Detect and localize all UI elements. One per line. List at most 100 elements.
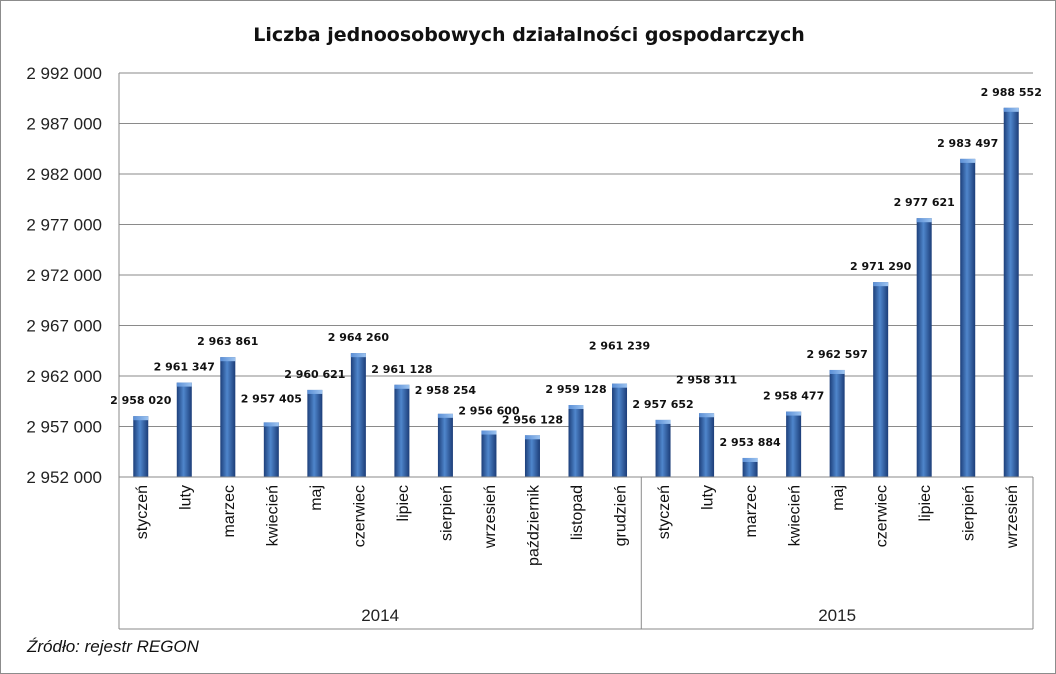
bar-cap xyxy=(829,369,845,374)
y-tick-label: 2 977 000 xyxy=(26,216,102,235)
x-tick-label: sierpień xyxy=(438,485,455,541)
data-label: 2 961 239 xyxy=(589,340,650,353)
bar-cap xyxy=(655,419,671,424)
bar xyxy=(960,158,976,477)
data-label: 2 958 477 xyxy=(763,390,824,403)
bar-cap xyxy=(176,382,192,387)
bar xyxy=(1003,107,1019,477)
bar-cap xyxy=(568,405,584,410)
bar-cap xyxy=(220,357,236,362)
x-axis-tick-labels: styczeń luty marzec kwiecień maj czerwiec lipi… xyxy=(134,484,1021,566)
x-tick-label: luty xyxy=(177,485,194,510)
bar-cap xyxy=(699,413,715,418)
bar xyxy=(699,413,715,477)
data-label: 2 983 497 xyxy=(937,137,998,150)
x-tick-label: listopad xyxy=(569,485,586,540)
year-label: 2014 xyxy=(361,606,399,625)
x-tick-label: marzec xyxy=(743,485,760,537)
y-tick-label: 2 967 000 xyxy=(26,317,102,336)
data-label: 2 956 600 xyxy=(458,405,520,418)
bar xyxy=(350,353,366,477)
bar-cap xyxy=(394,384,410,389)
gridlines xyxy=(118,72,1033,629)
bar xyxy=(655,419,671,477)
bar-cap xyxy=(960,158,976,163)
bar xyxy=(786,411,802,477)
y-tick-label: 2 962 000 xyxy=(26,367,102,386)
bar xyxy=(873,282,889,477)
bar xyxy=(829,369,845,477)
bar xyxy=(568,405,584,477)
x-tick-label: kwiecień xyxy=(264,485,281,546)
x-tick-label: lipiec xyxy=(395,485,412,521)
y-tick-label: 2 992 000 xyxy=(26,64,102,83)
x-tick-label: październik xyxy=(525,484,542,566)
bar xyxy=(916,218,932,477)
data-label: 2 957 652 xyxy=(632,398,693,411)
bar xyxy=(481,430,497,477)
data-label: 2 959 128 xyxy=(545,383,606,396)
data-label: 2 963 861 xyxy=(197,335,258,348)
data-label: 2 961 347 xyxy=(154,361,215,374)
x-tick-label: styczeń xyxy=(134,485,151,539)
bar xyxy=(437,413,453,477)
x-tick-label: marzec xyxy=(221,485,238,537)
y-tick-label: 2 957 000 xyxy=(26,418,102,437)
data-label: 2 958 020 xyxy=(110,394,172,407)
year-label: 2015 xyxy=(818,606,856,625)
bar-cap xyxy=(916,218,932,223)
y-tick-label: 2 972 000 xyxy=(26,266,102,285)
x-tick-label: kwiecień xyxy=(787,485,804,546)
bar xyxy=(612,383,628,477)
y-tick-label: 2 987 000 xyxy=(26,115,102,134)
y-tick-label: 2 952 000 xyxy=(26,468,102,487)
x-tick-label: luty xyxy=(700,485,717,510)
bar-cap xyxy=(612,383,628,388)
bar-cap xyxy=(133,416,149,421)
bar-cap xyxy=(437,413,453,418)
y-axis-tick-labels: 2 952 000 2 957 000 2 962 000 2 967 000 2 97… xyxy=(26,64,102,487)
y-tick-label: 2 982 000 xyxy=(26,165,102,184)
x-tick-label: czerwiec xyxy=(874,485,891,547)
bar-cap xyxy=(873,282,889,287)
bar xyxy=(133,416,149,477)
bar-cap xyxy=(1003,107,1019,112)
data-label: 2 953 884 xyxy=(719,436,781,449)
bars xyxy=(133,107,1019,477)
x-tick-label: sierpień xyxy=(961,485,978,541)
data-labels: 2 958 020 2 961 347 2 963 861 2 957 405 2 96… xyxy=(110,86,1042,449)
chart-title: Liczba jednoosobowych działalności gospo… xyxy=(253,24,805,46)
bar-cap xyxy=(263,422,279,427)
data-label: 2 960 621 xyxy=(284,368,345,381)
x-tick-label: wrzesień xyxy=(1004,485,1021,549)
x-tick-label: czerwiec xyxy=(351,485,368,547)
x-tick-label: maj xyxy=(830,485,847,511)
bar xyxy=(176,382,192,477)
data-label: 2 958 254 xyxy=(415,384,477,397)
bar-cap xyxy=(786,411,802,416)
x-tick-label: maj xyxy=(308,485,325,511)
x-tick-label: wrzesień xyxy=(482,485,499,549)
x-tick-label: lipiec xyxy=(917,485,934,521)
bar-cap xyxy=(742,457,758,462)
x-tick-label: grudzień xyxy=(613,485,630,546)
bar xyxy=(742,457,758,477)
bar-cap xyxy=(524,435,540,440)
bar-cap xyxy=(307,389,323,394)
x-tick-label: styczeń xyxy=(656,485,673,539)
data-label: 2 988 552 xyxy=(981,86,1042,99)
data-label: 2 962 597 xyxy=(807,348,868,361)
bar xyxy=(307,389,323,477)
bar xyxy=(263,422,279,477)
data-label: 2 957 405 xyxy=(241,392,302,405)
year-group-axis: 2014 2015 xyxy=(119,476,1034,630)
bar-cap xyxy=(350,353,366,358)
data-label: 2 964 260 xyxy=(328,331,390,344)
bar xyxy=(524,435,540,477)
data-label: 2 977 621 xyxy=(894,196,955,209)
data-label: 2 961 128 xyxy=(371,363,432,376)
data-label: 2 958 311 xyxy=(676,373,737,386)
source-note: Źródło: rejestr REGON xyxy=(27,637,199,656)
